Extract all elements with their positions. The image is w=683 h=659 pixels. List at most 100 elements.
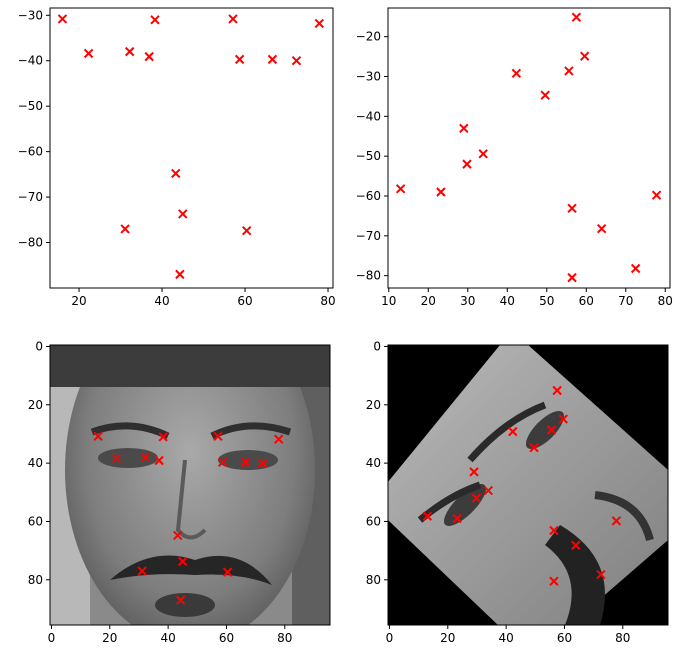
keypoint-marker	[651, 190, 662, 200]
markers-bottom-right	[422, 385, 622, 586]
x-tick-label: 20	[421, 294, 436, 308]
keypoint-marker	[171, 168, 181, 179]
keypoint-marker	[173, 530, 183, 541]
keypoint-marker	[508, 426, 518, 437]
keypoint-marker	[241, 226, 252, 236]
keypoint-marker	[178, 209, 188, 219]
x-tick-label: 0	[386, 631, 394, 645]
y-tick-label: 20	[366, 398, 381, 412]
markers-bottom-left	[93, 431, 284, 605]
keypoint-marker	[154, 455, 164, 466]
keypoint-marker	[140, 452, 151, 462]
x-tick-label: 20	[440, 631, 455, 645]
keypoint-marker	[120, 224, 130, 234]
x-tick-label: 80	[320, 294, 335, 308]
keypoint-marker	[596, 223, 607, 234]
x-tick-label: 40	[500, 294, 515, 308]
keypoint-marker	[511, 68, 522, 79]
axes-frame	[49, 7, 334, 289]
y-tick-label: −40	[356, 109, 381, 123]
y-tick-label: −20	[356, 30, 381, 44]
x-tick-label: 60	[219, 631, 234, 645]
y-tick-label: −60	[356, 189, 381, 203]
keypoint-marker	[178, 556, 188, 567]
y-tick-label: 80	[28, 573, 43, 587]
keypoint-marker	[217, 457, 228, 467]
y-tick-label: 0	[35, 339, 43, 353]
axes-top-right: 10 20 30 40 50 60 70 80 −20 −30 −40 −50 −60 −70 −80	[356, 7, 673, 308]
x-tick-label: 40	[498, 631, 513, 645]
keypoint-marker	[462, 159, 472, 169]
y-tick-label: −50	[18, 99, 43, 113]
keypoint-marker	[291, 56, 302, 66]
x-tick-label: 50	[539, 294, 554, 308]
keypoint-marker	[257, 458, 268, 468]
keypoint-marker	[552, 385, 562, 396]
keypoint-marker	[83, 48, 94, 59]
keypoint-marker	[549, 525, 559, 536]
x-tick-label: 30	[460, 294, 475, 308]
y-tick-label: 40	[366, 456, 381, 470]
keypoint-marker	[546, 425, 557, 435]
y-tick-label: −70	[18, 190, 43, 204]
y-tick-label: −30	[18, 8, 43, 22]
markers-top-left	[57, 14, 325, 280]
x-tick-label: 60	[579, 294, 594, 308]
axes-frame	[387, 344, 669, 626]
x-tick-label: 70	[618, 294, 633, 308]
axes-frame	[49, 344, 331, 626]
keypoint-marker	[483, 485, 494, 496]
keypoint-marker	[273, 434, 284, 444]
markers-top-right	[395, 12, 662, 283]
x-tick-label: 10	[381, 294, 396, 308]
y-tick-label: −60	[18, 145, 43, 159]
keypoint-marker	[567, 272, 577, 283]
x-tick-label: 40	[154, 294, 169, 308]
keypoint-marker	[57, 14, 68, 24]
y-tick-label: 60	[366, 514, 381, 528]
keypoint-marker	[579, 51, 590, 61]
keypoint-marker	[596, 569, 606, 580]
keypoint-marker	[564, 66, 574, 76]
keypoint-marker	[175, 269, 185, 280]
keypoint-marker	[124, 46, 135, 57]
y-tick-label: 0	[373, 339, 381, 353]
keypoint-marker	[436, 187, 446, 197]
keypoint-marker	[144, 51, 154, 62]
axes-top-left: 20 40 60 80 −30 −40 −50 −60 −70 −80	[18, 7, 336, 308]
keypoint-marker	[228, 14, 238, 24]
x-tick-label: 60	[557, 631, 572, 645]
face-image-frontal	[50, 345, 330, 625]
keypoint-marker	[93, 431, 103, 441]
keypoint-marker	[549, 576, 559, 586]
y-tick-label: −70	[356, 229, 381, 243]
y-tick-label: 80	[366, 573, 381, 587]
x-tick-label: 80	[277, 631, 292, 645]
keypoint-marker	[175, 595, 186, 605]
keypoint-marker	[111, 453, 122, 464]
keypoint-marker	[137, 566, 147, 576]
keypoint-marker	[558, 414, 568, 424]
keypoint-marker	[241, 457, 251, 467]
axes-bottom-left: 0 20 40 60 80 0 20 40 60 80	[28, 339, 331, 645]
keypoint-marker	[267, 54, 278, 65]
y-tick-label: −50	[356, 149, 381, 163]
keypoint-marker	[422, 511, 433, 521]
y-tick-label: −30	[356, 70, 381, 84]
keypoint-marker	[529, 442, 539, 453]
axes-frame	[387, 7, 671, 289]
keypoint-marker	[478, 149, 488, 159]
face-image-rotated	[388, 345, 668, 625]
axes-bottom-right: 0 20 40 60 80 0 20 40 60 80	[366, 339, 669, 645]
x-tick-label: 60	[237, 294, 252, 308]
keypoint-marker	[222, 567, 233, 577]
y-tick-label: −80	[356, 269, 381, 283]
keypoint-marker	[611, 516, 622, 526]
x-tick-label: 80	[658, 294, 673, 308]
keypoint-marker	[459, 123, 469, 133]
keypoint-marker	[314, 18, 325, 29]
keypoint-marker	[395, 184, 406, 194]
keypoint-marker	[158, 432, 168, 442]
y-tick-label: 40	[28, 456, 43, 470]
